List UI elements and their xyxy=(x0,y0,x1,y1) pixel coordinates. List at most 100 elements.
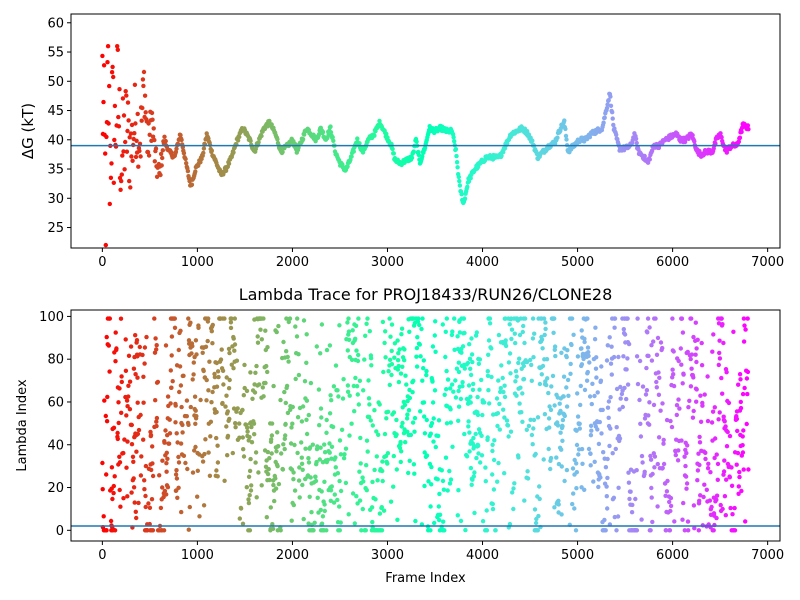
lambda-point xyxy=(424,453,430,458)
lambda-point xyxy=(301,318,307,323)
lambda-point xyxy=(139,454,144,459)
lambda-point xyxy=(685,349,690,355)
lambda-point xyxy=(530,336,536,341)
lambda-point xyxy=(697,498,702,503)
lambda-point xyxy=(493,528,498,533)
lambda-point xyxy=(297,465,302,470)
delta-g-point xyxy=(111,180,117,185)
delta-g-point xyxy=(610,116,615,121)
lambda-point xyxy=(157,473,162,478)
delta-g-point xyxy=(457,183,463,188)
lambda-point xyxy=(526,423,532,429)
lambda-point xyxy=(606,399,612,404)
lambda-point xyxy=(590,381,595,386)
lambda-point xyxy=(126,383,131,388)
delta-g-point xyxy=(608,103,614,109)
lambda-point xyxy=(206,316,211,321)
lambda-point xyxy=(322,442,327,447)
lambda-point xyxy=(484,508,489,513)
lambda-point xyxy=(612,316,618,321)
lambda-point xyxy=(574,428,579,433)
lambda-point xyxy=(472,470,477,475)
lambda-point xyxy=(599,364,604,369)
lambda-point xyxy=(654,379,659,385)
lambda-point xyxy=(649,495,654,500)
lambda-point xyxy=(744,376,750,381)
lambda-point xyxy=(593,366,599,371)
lambda-point xyxy=(721,340,726,346)
delta-g-point xyxy=(135,111,140,117)
lambda-point xyxy=(227,377,232,383)
lambda-point xyxy=(126,353,132,358)
delta-g-point xyxy=(634,140,639,146)
lambda-point xyxy=(130,454,136,459)
lambda-point xyxy=(640,460,645,465)
lambda-point xyxy=(592,337,598,342)
lambda-point xyxy=(514,374,519,379)
lambda-point xyxy=(295,316,300,321)
lambda-point xyxy=(684,481,690,486)
lambda-point xyxy=(613,446,618,452)
lambda-point xyxy=(203,437,208,442)
lambda-point xyxy=(224,375,229,380)
lambda-point xyxy=(179,404,184,410)
lambda-point xyxy=(598,378,604,383)
lambda-point xyxy=(433,444,438,450)
delta-g-point xyxy=(414,139,419,144)
lambda-point xyxy=(354,348,359,353)
lambda-point xyxy=(333,455,338,460)
lambda-point xyxy=(349,357,355,362)
lambda-point xyxy=(495,479,500,484)
lambda-point xyxy=(647,325,652,330)
delta-g-point xyxy=(345,164,350,169)
lambda-point xyxy=(364,321,369,326)
lambda-point xyxy=(482,400,487,405)
delta-g-point xyxy=(104,134,109,140)
lambda-point xyxy=(555,423,561,428)
lambda-point xyxy=(318,445,323,450)
lambda-point xyxy=(677,406,682,411)
delta-g-point xyxy=(459,192,464,197)
lambda-point xyxy=(512,481,517,486)
lambda-point xyxy=(147,505,153,510)
lambda-point xyxy=(559,350,564,355)
lambda-point xyxy=(460,344,466,349)
lambda-point xyxy=(739,488,744,494)
lambda-point xyxy=(462,330,467,336)
lambda-point xyxy=(385,461,390,466)
lambda-point xyxy=(475,394,480,400)
delta-g-point xyxy=(128,131,134,136)
lambda-point xyxy=(153,398,158,403)
lambda-x-tick-label: 2000 xyxy=(276,548,309,563)
lambda-point xyxy=(138,473,144,478)
lambda-point xyxy=(680,381,685,386)
delta-g-point xyxy=(132,131,137,136)
lambda-point xyxy=(160,485,165,490)
lambda-point xyxy=(618,396,623,401)
lambda-x-tick-label: 4000 xyxy=(466,548,499,563)
lambda-point xyxy=(346,512,351,517)
lambda-point xyxy=(248,488,254,493)
lambda-point xyxy=(398,439,403,445)
lambda-point xyxy=(622,332,628,337)
lambda-point xyxy=(450,329,455,334)
delta-g-point xyxy=(420,154,425,159)
lambda-point xyxy=(639,517,644,522)
lambda-point xyxy=(274,329,279,335)
lambda-point xyxy=(210,322,215,328)
lambda-point xyxy=(411,378,416,383)
lambda-point xyxy=(512,331,517,336)
lambda-point xyxy=(164,461,169,466)
lambda-point xyxy=(192,448,197,453)
delta-g-point xyxy=(139,118,144,123)
lambda-point xyxy=(520,391,525,396)
lambda-point xyxy=(113,330,118,335)
delta-g-point xyxy=(150,117,155,122)
lambda-point xyxy=(372,467,377,473)
lambda-point xyxy=(468,394,473,399)
lambda-point xyxy=(310,442,315,447)
lambda-point xyxy=(668,503,674,509)
lambda-x-tick-label: 5000 xyxy=(561,548,594,563)
delta-g-point xyxy=(610,110,615,115)
delta-g-point xyxy=(134,138,139,143)
